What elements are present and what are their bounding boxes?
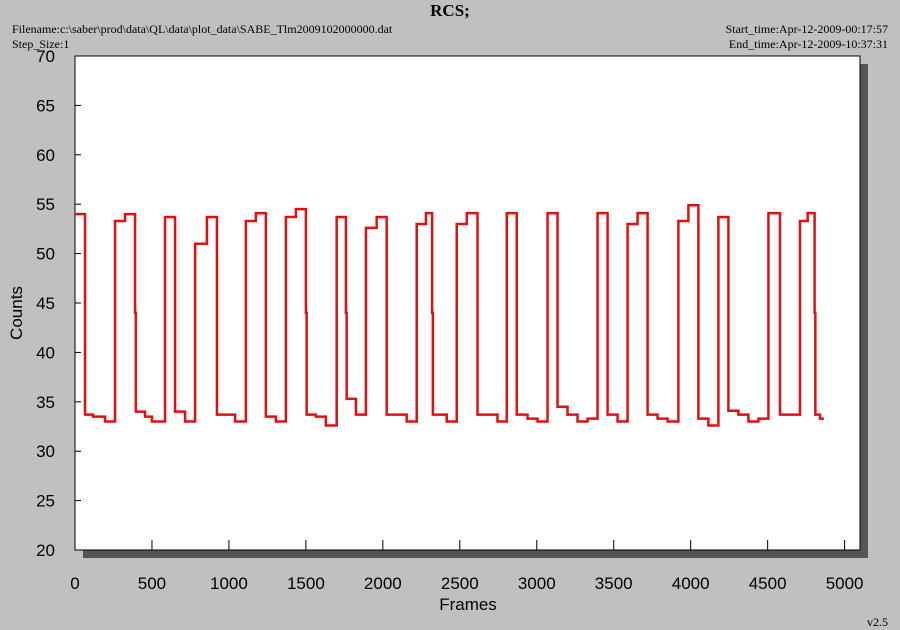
y-tick-label: 45 [36,294,55,313]
chart-title: RCS; [430,1,470,20]
y-tick-label: 65 [36,96,55,115]
x-tick-label: 500 [138,574,166,593]
x-tick-label: 4500 [749,574,787,593]
y-tick-label: 55 [36,195,55,214]
x-tick-label: 1500 [287,574,325,593]
version: v2.5 [867,615,888,629]
end-time: End_time:Apr-12-2009-10:37:31 [729,37,888,51]
start-time: Start_time:Apr-12-2009-00:17:57 [726,22,888,36]
y-tick-label: 70 [36,47,55,66]
x-tick-label: 2500 [441,574,479,593]
x-tick-label: 2000 [364,574,402,593]
y-tick-label: 40 [36,343,55,362]
y-axis-label: Counts [7,286,26,340]
x-tick-label: 5000 [826,574,864,593]
data-line [75,203,824,427]
y-tick-label: 20 [36,541,55,560]
x-axis-label: Frames [439,595,497,614]
y-tick-label: 35 [36,393,55,412]
y-tick-label: 30 [36,442,55,461]
x-tick-label: 3500 [595,574,633,593]
plot-area [74,55,861,551]
y-tick-label: 25 [36,492,55,511]
x-tick-label: 0 [70,574,79,593]
y-tick-label: 50 [36,245,55,264]
filename: Filename:c:\saber\prod\data\QL\data\plot… [12,22,393,36]
x-tick-label: 3000 [518,574,556,593]
step-size: Step_Size:1 [12,37,69,51]
y-tick-label: 60 [36,146,55,165]
x-tick-label: 4000 [672,574,710,593]
x-tick-label: 1000 [210,574,248,593]
